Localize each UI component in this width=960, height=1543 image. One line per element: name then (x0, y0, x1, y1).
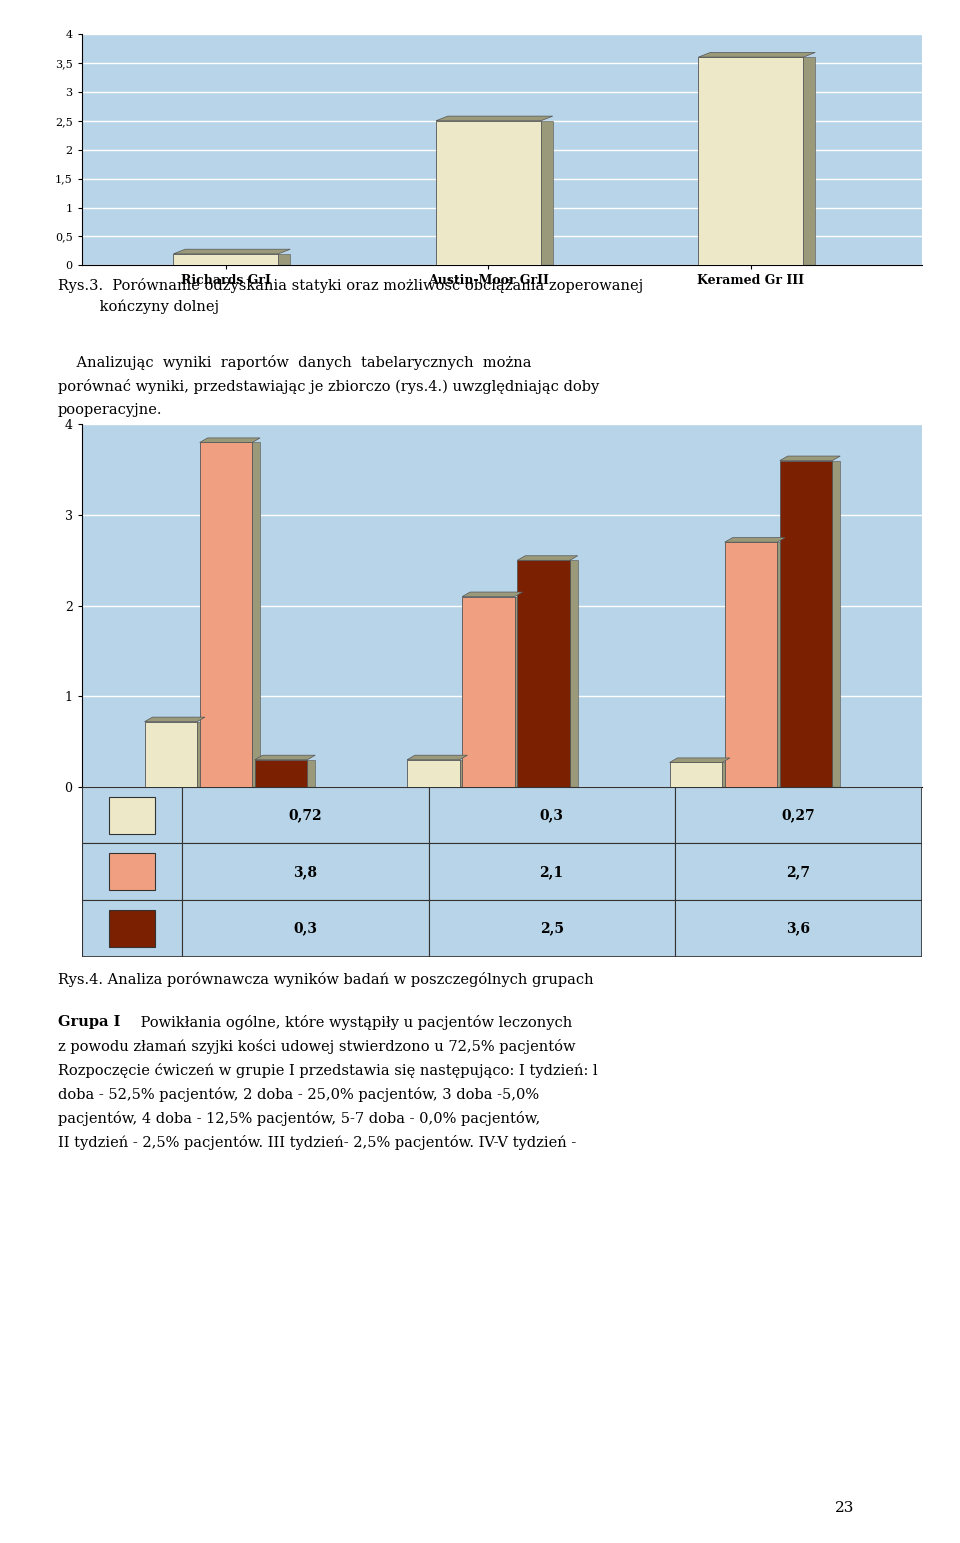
Text: porównać wyniki, przedstawiając je zbiorczo (rys.4.) uwzględniając doby: porównać wyniki, przedstawiając je zbior… (58, 378, 599, 393)
Polygon shape (462, 593, 522, 597)
Text: z powodu złamań szyjki kości udowej stwierdzono u 72,5% pacjentów: z powodu złamań szyjki kości udowej stwi… (58, 1040, 575, 1054)
Text: Rozpoczęcie ćwiczeń w grupie I przedstawia się następująco: I tydzień: l: Rozpoczęcie ćwiczeń w grupie I przedstaw… (58, 1063, 597, 1079)
Bar (428, 787, 675, 844)
Bar (675, 900, 922, 957)
Bar (182, 844, 428, 900)
Bar (675, 787, 922, 844)
Bar (517, 560, 570, 787)
Text: Analizując  wyniki  raportów  danych  tabelarycznych  można: Analizując wyniki raportów danych tabela… (58, 355, 531, 370)
Text: 0,72: 0,72 (289, 809, 323, 822)
Bar (197, 722, 205, 787)
Polygon shape (145, 717, 205, 722)
Bar (428, 900, 675, 957)
Bar (182, 900, 428, 957)
Polygon shape (669, 758, 730, 762)
Bar (722, 762, 730, 787)
Bar (307, 759, 315, 787)
Bar (515, 597, 522, 787)
Bar (108, 853, 156, 890)
Bar (804, 57, 815, 265)
Bar (436, 120, 541, 265)
Bar (278, 253, 290, 265)
Polygon shape (200, 438, 260, 443)
Bar (145, 722, 197, 787)
Bar (778, 542, 785, 787)
Bar (669, 762, 722, 787)
Text: 3,8: 3,8 (294, 864, 318, 880)
Text: Rys.4. Analiza porównawcza wyników badań w poszczególnych grupach: Rys.4. Analiza porównawcza wyników badań… (58, 972, 593, 988)
Bar (200, 443, 252, 787)
Text: pooperacyjne.: pooperacyjne. (58, 403, 162, 417)
Bar (82, 787, 182, 844)
Bar (460, 759, 468, 787)
Text: doba - 52,5% pacjentów, 2 doba - 25,0% pacjentów, 3 doba -5,0%: doba - 52,5% pacjentów, 2 doba - 25,0% p… (58, 1086, 539, 1102)
Text: 2,1: 2,1 (540, 864, 564, 880)
Text: Rys.3.  Porównanie odzyskania statyki oraz możliwość obciążania zoperowanej: Rys.3. Porównanie odzyskania statyki ora… (58, 278, 643, 293)
Text: 0,27: 0,27 (781, 809, 815, 822)
Bar (541, 120, 553, 265)
Text: pacjentów, 4 doba - 12,5% pacjentów, 5-7 doba - 0,0% pacjentów,: pacjentów, 4 doba - 12,5% pacjentów, 5-7… (58, 1111, 540, 1126)
Bar (570, 560, 578, 787)
Bar (82, 844, 182, 900)
Text: 3,6: 3,6 (786, 921, 810, 935)
Bar (82, 900, 182, 957)
Bar (252, 443, 260, 787)
Text: 2,5: 2,5 (540, 921, 564, 935)
Polygon shape (254, 755, 315, 759)
Polygon shape (407, 755, 468, 759)
Bar (725, 542, 778, 787)
Text: 2,7: 2,7 (786, 864, 810, 880)
Polygon shape (174, 248, 290, 253)
Polygon shape (699, 52, 815, 57)
Bar (254, 759, 307, 787)
Bar (428, 844, 675, 900)
Text: II tydzień - 2,5% pacjentów. III tydzień- 2,5% pacjentów. IV-V tydzień -: II tydzień - 2,5% pacjentów. III tydzień… (58, 1136, 576, 1150)
Polygon shape (517, 555, 578, 560)
Text: 0,3: 0,3 (540, 809, 564, 822)
Polygon shape (725, 537, 785, 542)
Bar (407, 759, 460, 787)
Bar (108, 910, 156, 947)
Bar (182, 787, 428, 844)
Bar (174, 253, 278, 265)
Text: kończyny dolnej: kończyny dolnej (58, 299, 219, 313)
Text: Grupa I: Grupa I (58, 1015, 120, 1029)
Polygon shape (436, 116, 553, 120)
Text: 23: 23 (835, 1501, 854, 1515)
Bar (462, 597, 515, 787)
Text: 0,3: 0,3 (294, 921, 318, 935)
Text: Powikłania ogólne, które wystąpiły u pacjentów leczonych: Powikłania ogólne, które wystąpiły u pac… (136, 1015, 572, 1031)
Bar (108, 796, 156, 833)
Bar (699, 57, 804, 265)
Bar (780, 461, 832, 787)
Bar (832, 461, 840, 787)
Bar (675, 844, 922, 900)
Polygon shape (780, 457, 840, 461)
